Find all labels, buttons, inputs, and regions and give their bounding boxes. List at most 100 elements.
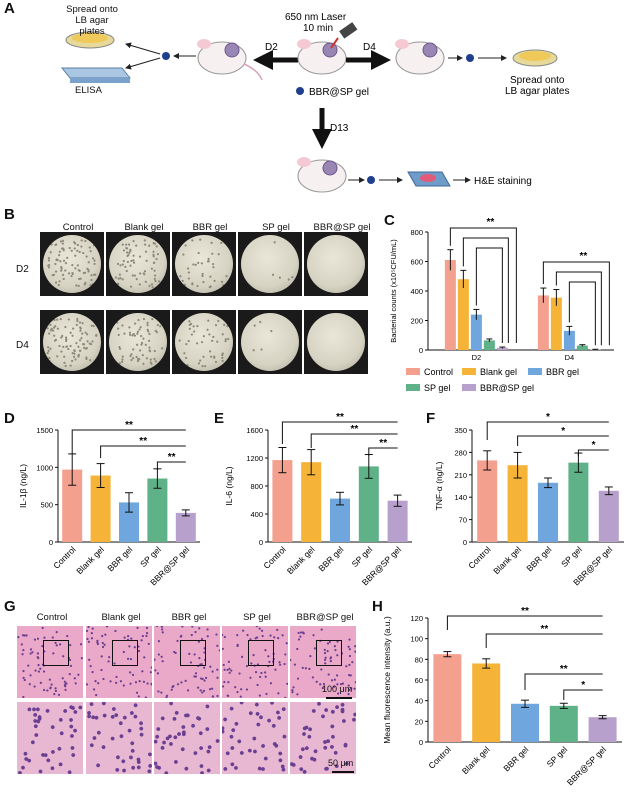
bar-3	[568, 462, 589, 542]
bar-2	[119, 502, 139, 542]
y-tick-label: 800	[410, 228, 423, 237]
y-axis-label: Mean fluorescence intensity (a.u.)	[382, 616, 392, 744]
y-tick-label: 120	[410, 614, 423, 623]
sig-bracket	[486, 421, 609, 440]
schematic-a: D2 650 nm Laser 10 min D4 BBR@SP gel Spr…	[60, 12, 570, 193]
sig-bracket	[524, 673, 603, 690]
sig-bracket	[449, 227, 517, 344]
sig-bracket	[281, 421, 398, 444]
bar-2	[511, 703, 539, 742]
zoom-box	[248, 640, 274, 666]
bar-4	[387, 500, 408, 542]
x-tick-label: D2	[472, 353, 482, 362]
agar-plate-d4-0	[40, 310, 104, 374]
x-tick-label: SP gel	[559, 544, 584, 569]
legend-label-1: Blank gel	[480, 367, 517, 377]
petri-dish	[109, 235, 167, 293]
x-tick-label: BBR gel	[316, 544, 345, 573]
y-tick-label: 500	[40, 501, 53, 510]
agar-plate-d2-1	[106, 232, 170, 296]
y-tick-label: 80	[415, 655, 423, 664]
sig-label: **	[541, 624, 549, 635]
histology-image-low-2	[154, 626, 220, 698]
agar-plate-d2-3	[238, 232, 302, 296]
histo-header-bbrsp: BBR@SP gel	[296, 612, 354, 623]
bar-4	[175, 512, 196, 542]
agar-plate-d2-2	[172, 232, 236, 296]
spread-right-1: Spread onto	[510, 75, 565, 86]
y-tick-label: 0	[259, 538, 263, 547]
x-tick-label: BBR gel	[524, 544, 553, 573]
y-tick-label: 1500	[36, 426, 53, 435]
spread-left-2: LB agar plates	[75, 15, 109, 37]
bar-0	[477, 460, 498, 542]
y-axis-label: IL-6 (ng/L)	[224, 466, 234, 505]
histology-image-high-3	[222, 702, 288, 774]
y-tick-label: 200	[410, 317, 423, 326]
legend-swatch-0	[406, 368, 420, 375]
scalebar-bottom-label: 50 μm	[328, 758, 354, 768]
mouse-icon-bottom	[297, 157, 347, 193]
agar-plate-d2-4	[304, 232, 368, 296]
sample-dot-bottom-icon	[367, 176, 375, 184]
sig-bracket	[568, 281, 596, 346]
laser-label: 650 nm Laser	[285, 12, 347, 23]
sig-label: **	[379, 438, 387, 449]
x-tick-label: D4	[565, 353, 575, 362]
y-tick-label: 400	[410, 287, 423, 296]
histology-image-low-3	[222, 626, 288, 698]
sig-bracket	[446, 615, 603, 630]
bar-D4-1	[550, 297, 562, 350]
legend-swatch-4	[462, 384, 476, 391]
d2-label: D2	[265, 42, 278, 53]
sig-bracket	[462, 237, 509, 344]
legend-label-4: BBR@SP gel	[480, 383, 534, 393]
laser-time: 10 min	[303, 23, 333, 34]
bar-0	[433, 654, 462, 742]
petri-dish	[175, 313, 233, 371]
bar-D2-4	[496, 347, 508, 350]
bar-3	[358, 466, 379, 542]
x-tick-label: Control	[261, 544, 288, 571]
sig-bracket	[517, 435, 609, 446]
sig-bracket	[577, 449, 609, 456]
bar-D2-0	[444, 260, 456, 350]
agar-plate-d4-1	[106, 310, 170, 374]
y-axis-label: IL-1β (ng/L)	[18, 464, 28, 508]
x-tick-label: Blank gel	[74, 544, 106, 576]
scalebar-bottom	[332, 771, 354, 773]
bar-D2-3	[483, 340, 495, 350]
histology-image-low-0	[17, 626, 83, 698]
row-header-d4: D4	[16, 340, 29, 351]
sig-bracket	[555, 271, 602, 346]
sig-label: *	[561, 426, 565, 437]
y-tick-label: 140	[454, 493, 467, 502]
bar-D2-1	[457, 279, 469, 350]
he-label: H&E staining	[474, 176, 532, 187]
y-tick-label: 350	[454, 426, 467, 435]
y-tick-label: 70	[459, 516, 467, 525]
bar-2	[538, 482, 558, 542]
petri-dish	[109, 313, 167, 371]
y-axis-label: Bacterial counts (x10⁵CFU/mL)	[389, 239, 398, 343]
sig-label: **	[336, 412, 344, 423]
x-tick-label: BBR gel	[105, 544, 134, 573]
y-axis-label: TNF-α (ng/L)	[434, 461, 444, 510]
zoom-box	[43, 640, 69, 666]
y-tick-label: 1200	[246, 454, 263, 463]
panel-label-a: A	[4, 0, 15, 17]
bar-1	[507, 465, 528, 542]
histology-image-high-2	[154, 702, 220, 774]
sig-bracket	[542, 261, 610, 346]
chart-c: 0 200 400 600 800 Bacterial counts (x10⁵CFU/m…	[389, 217, 614, 393]
bar-D4-2	[563, 330, 575, 350]
bar-1	[301, 462, 322, 542]
panel-label-e: E	[214, 410, 225, 427]
histology-image-high-0	[17, 702, 83, 774]
x-tick-label: BBR@SP gel	[565, 744, 608, 787]
bar-3	[549, 705, 578, 742]
x-tick-label: Blank gel	[491, 544, 523, 576]
spread-left-label: Spread onto LB agar plates	[62, 4, 122, 37]
